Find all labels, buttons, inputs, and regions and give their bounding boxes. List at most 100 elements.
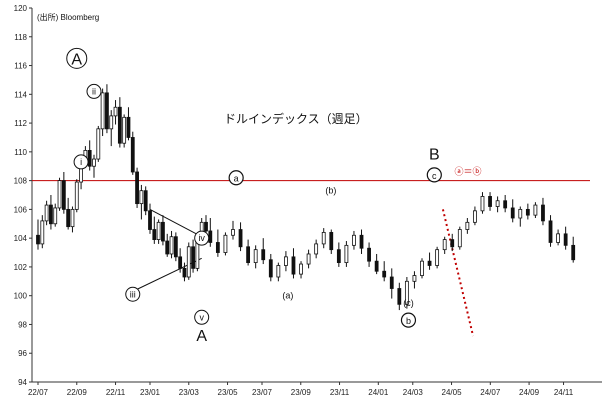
annotation-text: b [406,316,411,326]
candle-body [49,204,53,225]
candle-body [321,231,326,245]
candle-body [412,275,417,282]
annotation-A: A [66,47,88,69]
x-tick-label: 23/03 [179,388,200,397]
candle-body [261,249,266,261]
y-tick-label: 96 [18,349,27,358]
y-tick-label: 118 [14,33,27,42]
x-tick-label: 23/01 [140,388,161,397]
candle-body [130,137,135,173]
candle-body [113,106,118,117]
candle-body [374,260,379,272]
annotation-text: B [429,147,440,164]
annotation-a: (a) [282,291,293,301]
candle-body [435,249,440,266]
candle-body [74,181,79,210]
y-tick-label: 100 [14,292,28,301]
annotation-text: A [196,328,207,345]
candle-body [204,221,208,232]
candle-body [117,106,122,144]
candle-body [96,128,101,160]
candle-body [44,204,49,222]
candle-body [122,116,127,144]
y-tick-label: 94 [18,378,27,387]
candle-body [143,190,148,212]
candle-body [276,265,281,278]
candle-body [246,246,251,264]
annotation-text: (a) [282,291,293,301]
candle-body [533,204,538,216]
candle-body [556,233,560,243]
candle-body [465,221,470,230]
candle-body [165,240,170,255]
candle-body [169,236,174,255]
x-tick-label: 24/01 [368,388,389,397]
candle-body [427,260,432,266]
x-tick-label: 22/11 [106,388,126,397]
y-tick-label: 98 [18,320,27,329]
candle-body [66,208,71,228]
candle-body [109,115,114,130]
candle-body [329,231,334,251]
candle-body [299,263,303,275]
candle-body [191,246,195,269]
annotation-circle [400,312,417,328]
x-tick-label: 24/09 [519,388,540,397]
x-tick-label: 24/07 [480,388,501,397]
annotation-v: v [194,309,210,325]
y-tick-label: 120 [14,4,28,13]
annotation-circle [86,83,102,99]
candle-body [173,236,178,258]
annotation-B: B [429,147,440,164]
candle-body [525,208,530,216]
candle-body [442,239,447,251]
candle-body [105,92,109,130]
annotation-iii: iii [125,286,141,302]
y-tick-label: 112 [14,119,27,128]
y-tick-label: 104 [14,234,28,243]
candle-body [397,288,402,305]
annotation-text: c [432,171,437,181]
candle-body [306,253,311,265]
chart-title: ドルインデックス（週足） [224,111,368,126]
candle-body [126,116,131,138]
annotation-iv: iv [194,230,210,246]
candle-body [268,259,273,278]
x-tick-label: 23/05 [218,388,239,397]
annotation-A: A [196,328,207,345]
candle-body [495,200,500,207]
x-tick-label: 24/05 [442,388,463,397]
annotation-circle [194,230,210,246]
candle-body [223,234,228,253]
candle-body [367,247,371,262]
candle-body [314,243,319,255]
candle-body [488,196,492,207]
candle-body [253,249,258,264]
annotation-text: v [199,312,204,322]
candle-body [541,204,545,222]
candle-body [182,267,187,278]
candle-body [382,270,387,278]
candle-body [352,234,356,246]
x-tick-label: 22/09 [67,388,88,397]
annotation-circle [228,170,244,186]
annotation-ii: ii [86,83,102,99]
y-tick-label: 108 [14,177,28,186]
annotation-circle [194,309,210,325]
annotation-text: i [80,157,82,167]
x-tick-label: 24/03 [403,388,424,397]
x-tick-label: 22/07 [28,388,49,397]
annotation-c: (c) [403,298,414,308]
candle-body [404,280,409,305]
annotation-text: ii [92,86,96,96]
annotation-text: a [234,174,239,184]
x-axis: 22/07 22/09 22/11 23/01 23/03 23/05 23/07 23/09… [28,381,602,397]
x-tick-label: 23/09 [291,388,312,397]
annotation-circle [125,286,141,302]
annotation-text: A [71,51,82,68]
annotation-a: a [228,170,244,186]
annotation-circle [66,47,88,69]
candle-body [36,234,40,245]
source-label: (出所) Bloomberg [37,12,99,22]
